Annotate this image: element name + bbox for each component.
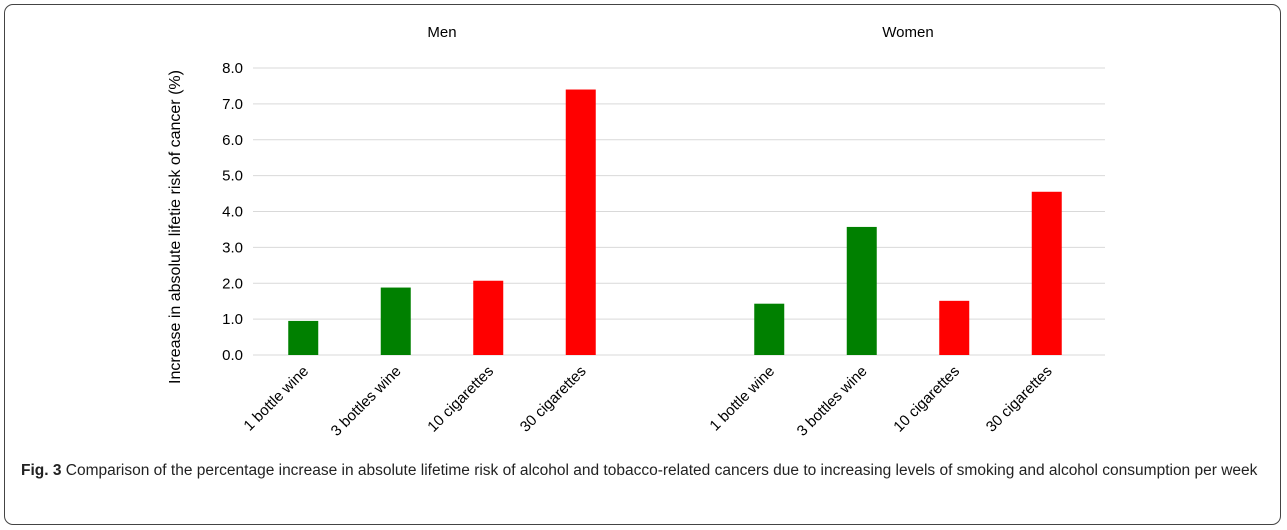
bar — [846, 226, 877, 355]
figure-frame — [4, 4, 1281, 525]
panel-women: Women 1 bottle wine 3 bottles wine 10 cigar… — [706, 24, 1062, 440]
bar — [939, 300, 970, 355]
panel-title: Men — [427, 24, 456, 41]
bar — [754, 303, 785, 355]
caption-text: Comparison of the percentage increase in… — [65, 462, 1258, 479]
panel-men: Men 1 bottle wine 3 bottles wine 10 cigaret… — [240, 24, 596, 440]
y-tick-label: 7.0 — [222, 96, 243, 113]
bar — [473, 280, 504, 355]
x-tick-label: 3 bottles wine — [794, 363, 871, 440]
y-tick-label: 2.0 — [222, 275, 243, 292]
x-tick-label: 1 bottle wine — [706, 363, 778, 435]
figure-caption: Fig. 3 Comparison of the percentage incr… — [21, 460, 1271, 482]
bar — [1031, 191, 1062, 355]
x-tick-label: 1 bottle wine — [240, 363, 312, 435]
bar — [288, 320, 319, 355]
y-tick-label: 1.0 — [222, 311, 243, 328]
y-tick-label: 8.0 — [222, 60, 243, 77]
y-tick-label: 0.0 — [222, 347, 243, 364]
x-tick-label: 30 cigarettes — [517, 363, 590, 436]
x-tick-label: 10 cigarettes — [424, 363, 497, 436]
y-tick-label: 6.0 — [222, 132, 243, 149]
bar — [565, 89, 596, 356]
y-axis-label: Increase in absolute lifetie risk of can… — [167, 70, 184, 384]
y-tick-label: 5.0 — [222, 168, 243, 185]
x-tick-label: 10 cigarettes — [890, 363, 963, 436]
y-tick-label: 3.0 — [222, 239, 243, 256]
bar-chart: Increase in absolute lifetie risk of can… — [167, 24, 1105, 440]
x-tick-label: 3 bottles wine — [328, 363, 405, 440]
y-tick-label: 4.0 — [222, 204, 243, 221]
x-tick-label: 30 cigarettes — [983, 363, 1056, 436]
bar — [380, 287, 411, 355]
panel-title: Women — [882, 24, 933, 41]
y-tick-labels: 0.0 1.0 2.0 3.0 4.0 5.0 6.0 7.0 8.0 — [222, 60, 243, 364]
caption-label: Fig. 3 — [21, 462, 62, 479]
